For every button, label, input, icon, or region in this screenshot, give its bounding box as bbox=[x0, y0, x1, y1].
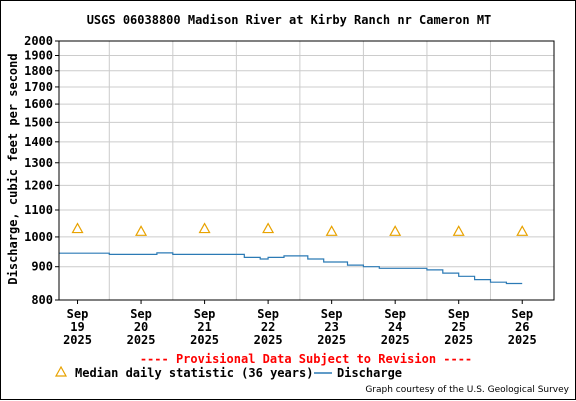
median-triangle-marker bbox=[389, 225, 402, 236]
x-tick-label: 25 bbox=[451, 320, 465, 334]
x-tick-label: 2025 bbox=[127, 333, 156, 347]
x-tick-label: 20 bbox=[134, 320, 148, 334]
y-tick-label: 1300 bbox=[24, 156, 53, 170]
chart-title: USGS 06038800 Madison River at Kirby Ran… bbox=[86, 13, 492, 27]
y-tick-label: 1500 bbox=[24, 115, 53, 129]
x-tick-label: 2025 bbox=[444, 333, 473, 347]
x-tick-label: 2025 bbox=[190, 333, 219, 347]
x-tick-label: 2025 bbox=[63, 333, 92, 347]
x-tick-label: Sep bbox=[321, 307, 343, 321]
legend-marker-median bbox=[54, 365, 68, 377]
plot-border bbox=[58, 40, 555, 301]
x-tick-label: Sep bbox=[67, 307, 89, 321]
y-axis-label: Discharge, cubic feet per second bbox=[6, 53, 20, 285]
series-layer bbox=[59, 222, 529, 285]
y-tick-label: 1200 bbox=[24, 178, 53, 192]
legend-marks bbox=[54, 365, 332, 377]
y-tick-label: 2000 bbox=[24, 34, 53, 48]
x-tick-label: Sep bbox=[194, 307, 216, 321]
x-tick-label: 22 bbox=[261, 320, 275, 334]
x-tick-label: Sep bbox=[511, 307, 533, 321]
y-axis-ticks: 800 900 1000 1100 1200 1300 1400 1500 1600 1700 18… bbox=[24, 34, 59, 307]
x-tick-label: Sep bbox=[384, 307, 406, 321]
x-tick-label: 2025 bbox=[317, 333, 346, 347]
discharge-line bbox=[59, 252, 523, 285]
y-tick-label: 1600 bbox=[24, 97, 53, 111]
median-triangle-marker bbox=[135, 225, 148, 236]
x-tick-label: 24 bbox=[388, 320, 402, 334]
x-tick-label: 23 bbox=[324, 320, 338, 334]
x-tick-label: 21 bbox=[197, 320, 211, 334]
y-tick-label: 1800 bbox=[24, 64, 53, 78]
y-tick-label: 1100 bbox=[24, 203, 53, 217]
x-tick-label: Sep bbox=[130, 307, 152, 321]
x-tick-label: Sep bbox=[448, 307, 470, 321]
x-tick-label: Sep bbox=[257, 307, 279, 321]
y-tick-label: 1400 bbox=[24, 135, 53, 149]
y-tick-label: 1000 bbox=[24, 230, 53, 244]
x-tick-label: 26 bbox=[515, 320, 529, 334]
median-triangle-marker bbox=[71, 222, 84, 234]
provisional-notice: ---- Provisional Data Subject to Revisio… bbox=[139, 352, 473, 366]
credit-text: Graph courtesy of the U.S. Geological Su… bbox=[365, 385, 569, 395]
x-tick-label: 2025 bbox=[254, 333, 283, 347]
legend-label-median: Median daily statistic (36 years) bbox=[75, 366, 314, 380]
x-tick-label: 2025 bbox=[508, 333, 537, 347]
median-triangle-marker bbox=[262, 222, 275, 234]
y-tick-label: 1900 bbox=[24, 48, 53, 62]
legend-label-discharge: Discharge bbox=[337, 366, 403, 380]
x-tick-label: 19 bbox=[70, 320, 84, 334]
grid-layer bbox=[59, 40, 554, 301]
median-triangle-marker bbox=[452, 225, 465, 236]
median-triangle-marker bbox=[325, 225, 338, 236]
y-tick-label: 900 bbox=[31, 260, 53, 274]
median-triangle-marker bbox=[198, 222, 211, 234]
y-tick-label: 1700 bbox=[24, 80, 53, 94]
x-axis-ticks: Sep192025Sep202025Sep212025Sep222025Sep2… bbox=[63, 300, 537, 347]
y-tick-label: 800 bbox=[31, 293, 53, 307]
median-triangle-marker bbox=[516, 225, 529, 236]
x-tick-label: 2025 bbox=[381, 333, 410, 347]
